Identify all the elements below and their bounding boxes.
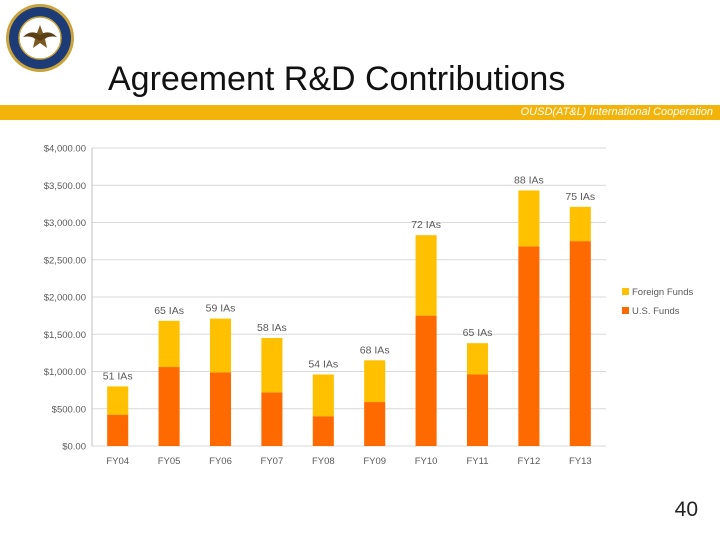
x-tick-label: FY08 — [312, 456, 335, 467]
bar-foreign-funds — [466, 343, 489, 375]
bar-label: 65 IAs — [463, 327, 493, 339]
slide-title: Agreement R&D Contributions — [108, 60, 566, 98]
bar-foreign-funds — [569, 206, 591, 242]
bar-us-funds — [158, 367, 180, 446]
bar-label: 68 IAs — [360, 344, 390, 356]
legend-label: U.S. Funds — [632, 306, 680, 317]
y-tick-label: $2,000.00 — [44, 293, 86, 304]
y-tick-label: $3,000.00 — [44, 218, 86, 229]
y-tick-label: $1,500.00 — [44, 330, 86, 341]
bar-foreign-funds — [209, 318, 232, 373]
legend-label: Foreign Funds — [632, 287, 694, 298]
bar-label: 75 IAs — [565, 191, 595, 203]
bar-label: 72 IAs — [411, 219, 441, 231]
bar-foreign-funds — [107, 386, 129, 415]
y-tick-label: $500.00 — [52, 404, 86, 415]
x-tick-label: FY10 — [415, 456, 438, 467]
bar-foreign-funds — [312, 374, 334, 417]
bar-label: 54 IAs — [308, 358, 338, 370]
dod-seal-logo — [6, 4, 74, 72]
bar-label: 88 IAs — [514, 174, 544, 186]
bar-foreign-funds — [261, 337, 283, 393]
bar-us-funds — [209, 372, 232, 446]
bar-foreign-funds — [364, 360, 386, 403]
x-tick-label: FY11 — [466, 456, 488, 467]
x-tick-label: FY07 — [261, 456, 284, 467]
legend-swatch — [622, 288, 629, 295]
bar-label: 59 IAs — [206, 303, 236, 315]
bar-us-funds — [415, 315, 437, 446]
legend-swatch — [622, 307, 629, 314]
x-tick-label: FY12 — [518, 456, 541, 467]
bar-label: 51 IAs — [103, 370, 133, 382]
bar-label: 65 IAs — [154, 305, 184, 317]
y-tick-label: $4,000.00 — [44, 144, 86, 155]
bar-us-funds — [518, 246, 540, 446]
bar-foreign-funds — [158, 320, 180, 368]
bar-foreign-funds — [518, 190, 540, 247]
bar-label: 58 IAs — [257, 322, 287, 334]
x-tick-label: FY05 — [158, 456, 181, 467]
bar-us-funds — [569, 241, 591, 446]
y-tick-label: $1,000.00 — [44, 367, 86, 378]
band-text: OUSD(AT&L) International Cooperation — [520, 106, 713, 118]
y-tick-label: $3,500.00 — [44, 181, 86, 192]
bar-us-funds — [364, 402, 386, 446]
stacked-bar-chart: $0.00 $500.00 $1,000.00 $1,500.00 $2,000.00 $… — [44, 144, 694, 468]
x-tick-label: FY09 — [363, 456, 386, 467]
bar-foreign-funds — [415, 235, 437, 316]
x-tick-label: FY13 — [569, 456, 592, 467]
bar-us-funds — [261, 392, 283, 446]
bar-us-funds — [107, 414, 129, 446]
page-number: 40 — [674, 498, 698, 521]
x-tick-label: FY04 — [106, 456, 129, 467]
y-tick-label: $2,500.00 — [44, 255, 86, 266]
header-band: OUSD(AT&L) International Cooperation — [0, 105, 720, 120]
y-tick-label: $0.00 — [62, 442, 86, 453]
bar-us-funds — [466, 374, 489, 446]
bar-us-funds — [312, 416, 334, 446]
x-tick-label: FY06 — [209, 456, 232, 467]
